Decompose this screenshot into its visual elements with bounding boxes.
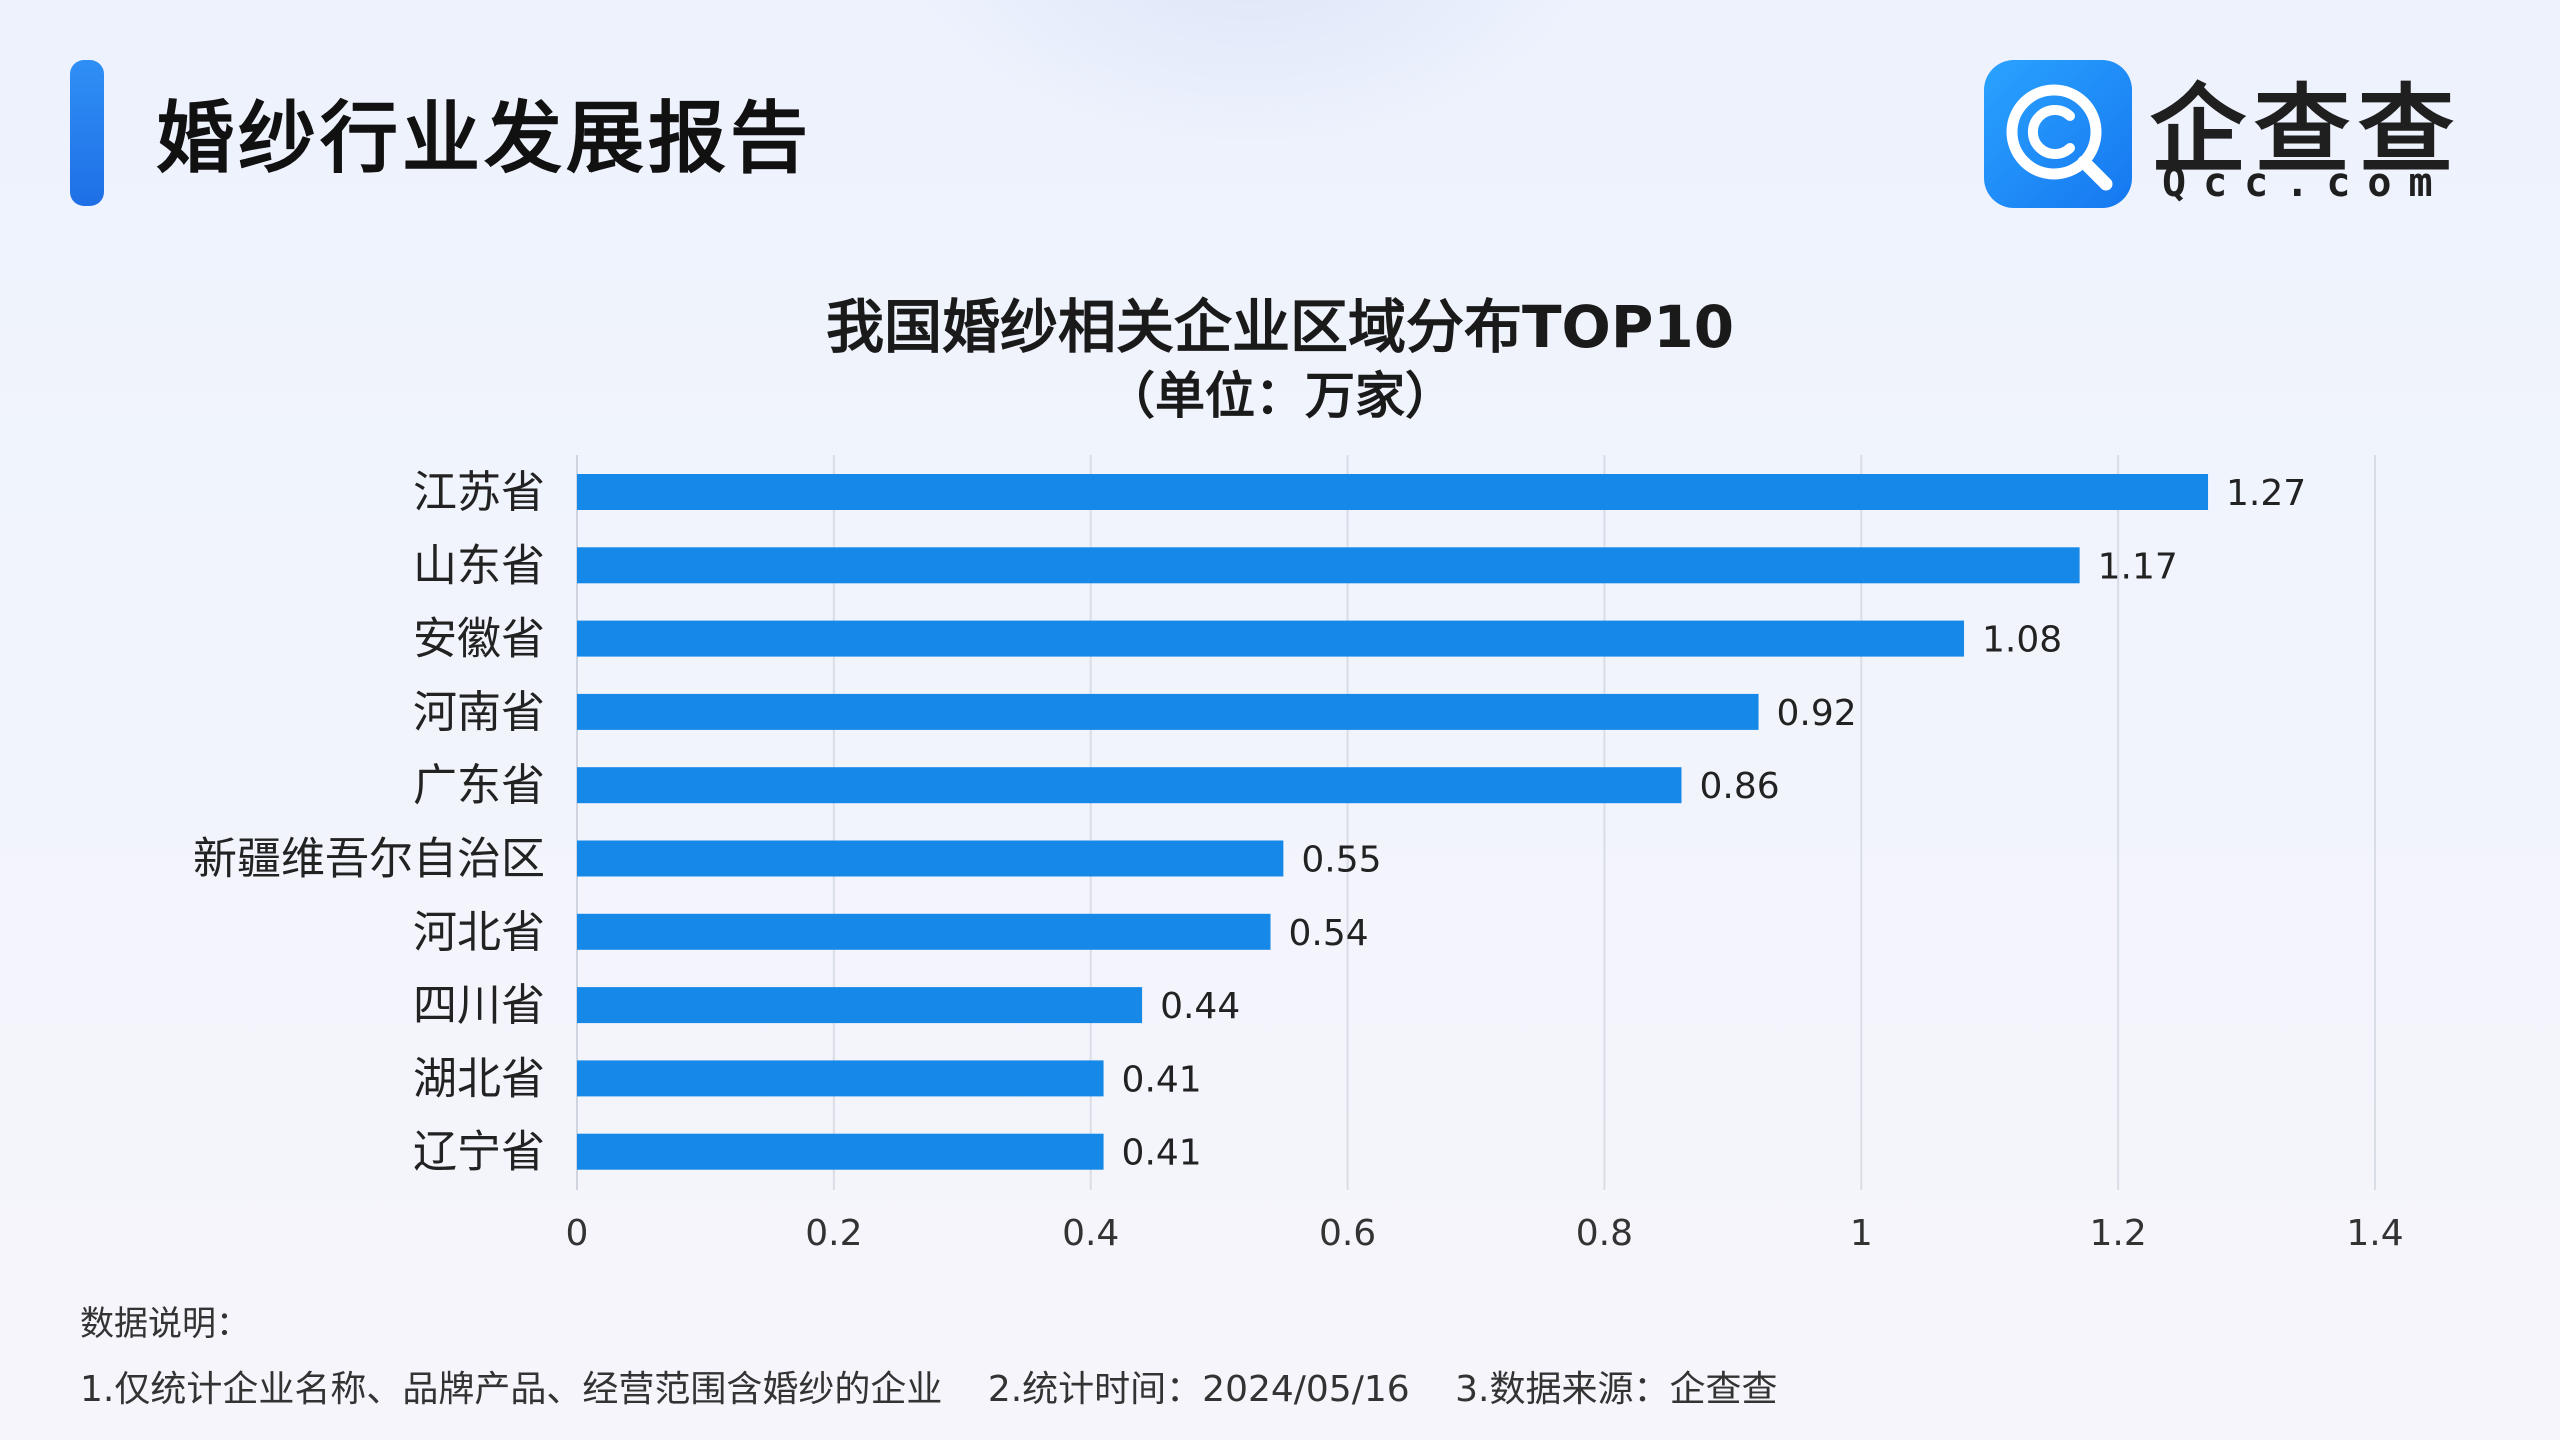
report-title: 婚纱行业发展报告 bbox=[156, 94, 813, 184]
bar bbox=[577, 620, 1965, 657]
category-label: 广东省 bbox=[413, 760, 545, 811]
value-label: 0.92 bbox=[1777, 693, 1857, 734]
value-label: 1.08 bbox=[1982, 620, 2062, 661]
category-label: 河北省 bbox=[413, 907, 545, 958]
bar bbox=[577, 987, 1143, 1024]
category-label: 江苏省 bbox=[413, 467, 545, 518]
bar bbox=[577, 1060, 1104, 1097]
notes-line: 1.仅统计企业名称、品牌产品、经营范围含婚纱的企业 2.统计时间：2024/05… bbox=[80, 1360, 1811, 1412]
category-label: 辽宁省 bbox=[413, 1127, 545, 1178]
x-tick-label: 1.2 bbox=[2090, 1213, 2147, 1254]
note-item: 2.统计时间：2024/05/16 bbox=[987, 1369, 1410, 1410]
x-tick-label: 0.2 bbox=[805, 1213, 862, 1254]
bar bbox=[577, 1133, 1104, 1170]
bar bbox=[577, 693, 1759, 730]
value-label: 0.54 bbox=[1289, 913, 1369, 954]
x-tick-label: 0.4 bbox=[1062, 1213, 1119, 1254]
x-tick-label: 0.6 bbox=[1319, 1213, 1376, 1254]
logo-name: 企查查 bbox=[2150, 74, 2462, 186]
title-accent-bar bbox=[70, 60, 104, 206]
category-label: 山东省 bbox=[413, 540, 545, 591]
category-label: 新疆维吾尔自治区 bbox=[193, 834, 545, 885]
category-label: 河南省 bbox=[413, 687, 545, 738]
x-tick-label: 1 bbox=[1850, 1213, 1873, 1254]
value-label: 1.27 bbox=[2226, 473, 2306, 514]
bar bbox=[577, 474, 2209, 510]
note-item: 1.仅统计企业名称、品牌产品、经营范围含婚纱的企业 bbox=[80, 1369, 943, 1410]
bar bbox=[577, 913, 1271, 950]
chart-subtitle: （单位：万家） bbox=[1105, 367, 1455, 425]
x-tick-label: 1.4 bbox=[2346, 1213, 2403, 1254]
bar bbox=[577, 547, 2080, 584]
notes-heading: 数据说明： bbox=[80, 1304, 250, 1344]
x-tick-label: 0.8 bbox=[1576, 1213, 1633, 1254]
value-label: 0.55 bbox=[1301, 840, 1381, 881]
category-label: 四川省 bbox=[413, 980, 545, 1031]
value-label: 0.44 bbox=[1160, 986, 1240, 1027]
note-item: 3.数据来源：企查查 bbox=[1455, 1369, 1778, 1410]
value-label: 0.86 bbox=[1699, 766, 1779, 807]
logo-domain: Qcc.com bbox=[2162, 160, 2450, 206]
x-tick-label: 0 bbox=[566, 1213, 589, 1254]
bar bbox=[577, 840, 1284, 877]
qcc-magnifier-icon bbox=[1984, 60, 2132, 208]
category-label: 安徽省 bbox=[413, 614, 545, 665]
value-label: 0.41 bbox=[1122, 1059, 1202, 1100]
category-label: 湖北省 bbox=[413, 1053, 545, 1104]
bar bbox=[577, 767, 1682, 804]
value-label: 1.17 bbox=[2098, 546, 2178, 587]
value-label: 0.41 bbox=[1122, 1133, 1202, 1174]
chart-title: 我国婚纱相关企业区域分布TOP10 bbox=[825, 293, 1735, 361]
